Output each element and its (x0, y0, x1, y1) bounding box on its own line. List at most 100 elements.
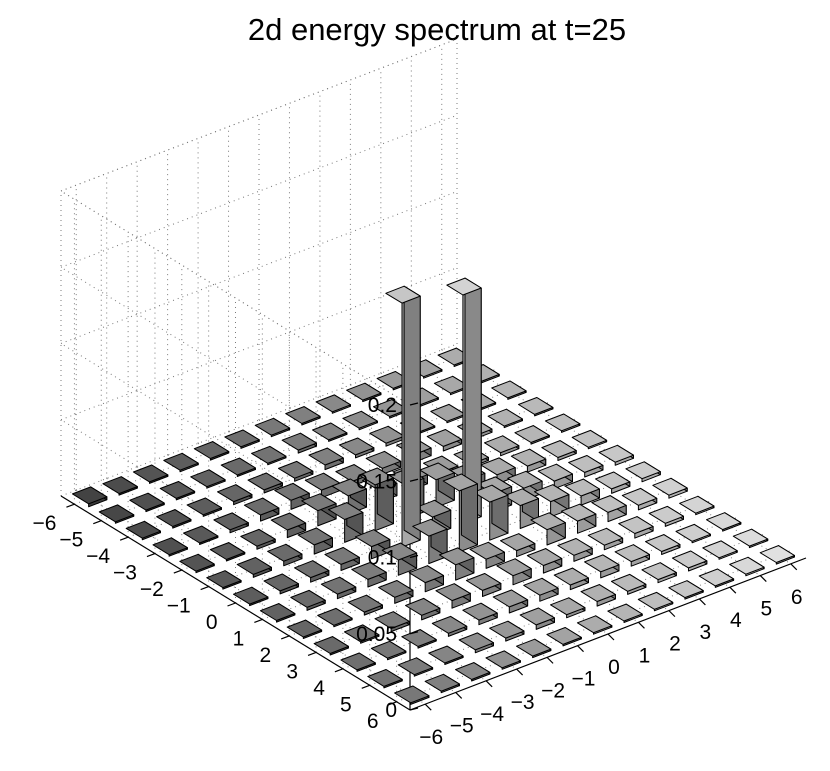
bar-top-face (435, 583, 471, 602)
x-tick-mark (516, 668, 524, 676)
bar (259, 603, 296, 623)
bar (152, 537, 188, 557)
bar (514, 425, 550, 445)
y-tick-mark (119, 536, 129, 541)
y-tick-label: −6 (32, 512, 56, 535)
bar-top-face (424, 673, 460, 692)
chart-title: 2d energy spectrum at t=25 (248, 12, 626, 47)
bar (381, 542, 418, 576)
y-tick-label: −4 (86, 545, 110, 568)
x-tick-label: −3 (511, 691, 535, 714)
bar (675, 523, 711, 544)
bar-top-face (308, 447, 344, 466)
bar-top-face (415, 499, 452, 518)
back-wall-gridline (60, 114, 458, 268)
bar-top-face (503, 488, 539, 507)
z-tick-label: 0.1 (368, 547, 397, 570)
bar (496, 558, 532, 586)
floor-gridline (396, 549, 793, 703)
bar-top-face (706, 512, 742, 531)
bar (297, 527, 333, 555)
bar (313, 636, 349, 656)
bar (209, 542, 246, 562)
bar-top-face (587, 527, 624, 546)
y-tick-mark (173, 569, 183, 574)
bar-top-face (412, 518, 448, 537)
y-tick-mark (93, 520, 102, 525)
bar-top-face (518, 397, 554, 415)
bar (487, 408, 523, 429)
bar-top-face (163, 452, 199, 471)
bar (679, 495, 715, 516)
bar-top-face (186, 497, 222, 516)
bar (365, 450, 402, 475)
bar-top-face (465, 573, 502, 591)
bar (236, 557, 272, 578)
bar-top-face (641, 562, 677, 581)
y-tick-label: 6 (367, 710, 379, 733)
bar-top-face (645, 534, 681, 552)
bar (125, 520, 161, 541)
x-tick-mark (485, 680, 493, 688)
bar (518, 397, 554, 417)
bar-top-face (220, 457, 256, 476)
bar (732, 528, 769, 549)
bar (537, 463, 573, 490)
bar-top-face (328, 502, 364, 520)
bar (489, 620, 525, 642)
bar (550, 597, 586, 619)
bar (358, 467, 394, 532)
x-tick-mark (424, 703, 432, 711)
bar (346, 382, 382, 403)
bar (251, 445, 287, 466)
y-tick-mark (307, 651, 317, 656)
bar-top-face (342, 410, 378, 429)
bar-top-face (125, 520, 161, 539)
bar (385, 285, 421, 548)
bar (315, 394, 351, 414)
bar (641, 562, 677, 584)
bar (530, 512, 566, 546)
bar-top-face (431, 615, 468, 634)
bar-top-face (510, 448, 547, 467)
bar (340, 652, 376, 672)
floor-gridline (369, 532, 766, 686)
bar-top-face (519, 607, 555, 626)
bar (224, 429, 260, 449)
bar (308, 447, 344, 471)
back-wall-gridline (60, 343, 458, 497)
bar (516, 638, 552, 659)
bar-top-face (381, 542, 418, 561)
bar (428, 645, 464, 665)
bar-top-face (213, 512, 249, 531)
bar-top-face (462, 602, 498, 621)
bar-top-face (405, 597, 441, 616)
bar (220, 457, 256, 477)
y-tick-mark (361, 684, 370, 689)
x-tick-label: 0 (608, 656, 620, 679)
bar (394, 685, 430, 705)
bar-top-face (217, 484, 253, 503)
bar (213, 512, 249, 534)
bar (374, 611, 410, 633)
bar (267, 543, 303, 567)
bar-top-face (254, 417, 291, 436)
bar-top-face (312, 422, 348, 441)
y-tick-label: −2 (140, 578, 164, 601)
bar (671, 550, 708, 572)
bar (580, 584, 616, 607)
bar-top-face (408, 565, 444, 584)
bar (233, 586, 269, 607)
bar (102, 476, 138, 496)
bar-top-face (347, 594, 383, 613)
bar-top-face (367, 669, 403, 687)
y-tick-mark (254, 618, 263, 624)
bar-top-face (550, 597, 586, 616)
z-tick-label: 0.05 (356, 623, 397, 646)
bar-top-face (469, 541, 505, 560)
bar (571, 429, 608, 450)
bar (759, 545, 795, 565)
y-tick-label: 2 (260, 644, 272, 667)
bar-top-face (358, 467, 394, 486)
bar-top-face (297, 527, 333, 546)
